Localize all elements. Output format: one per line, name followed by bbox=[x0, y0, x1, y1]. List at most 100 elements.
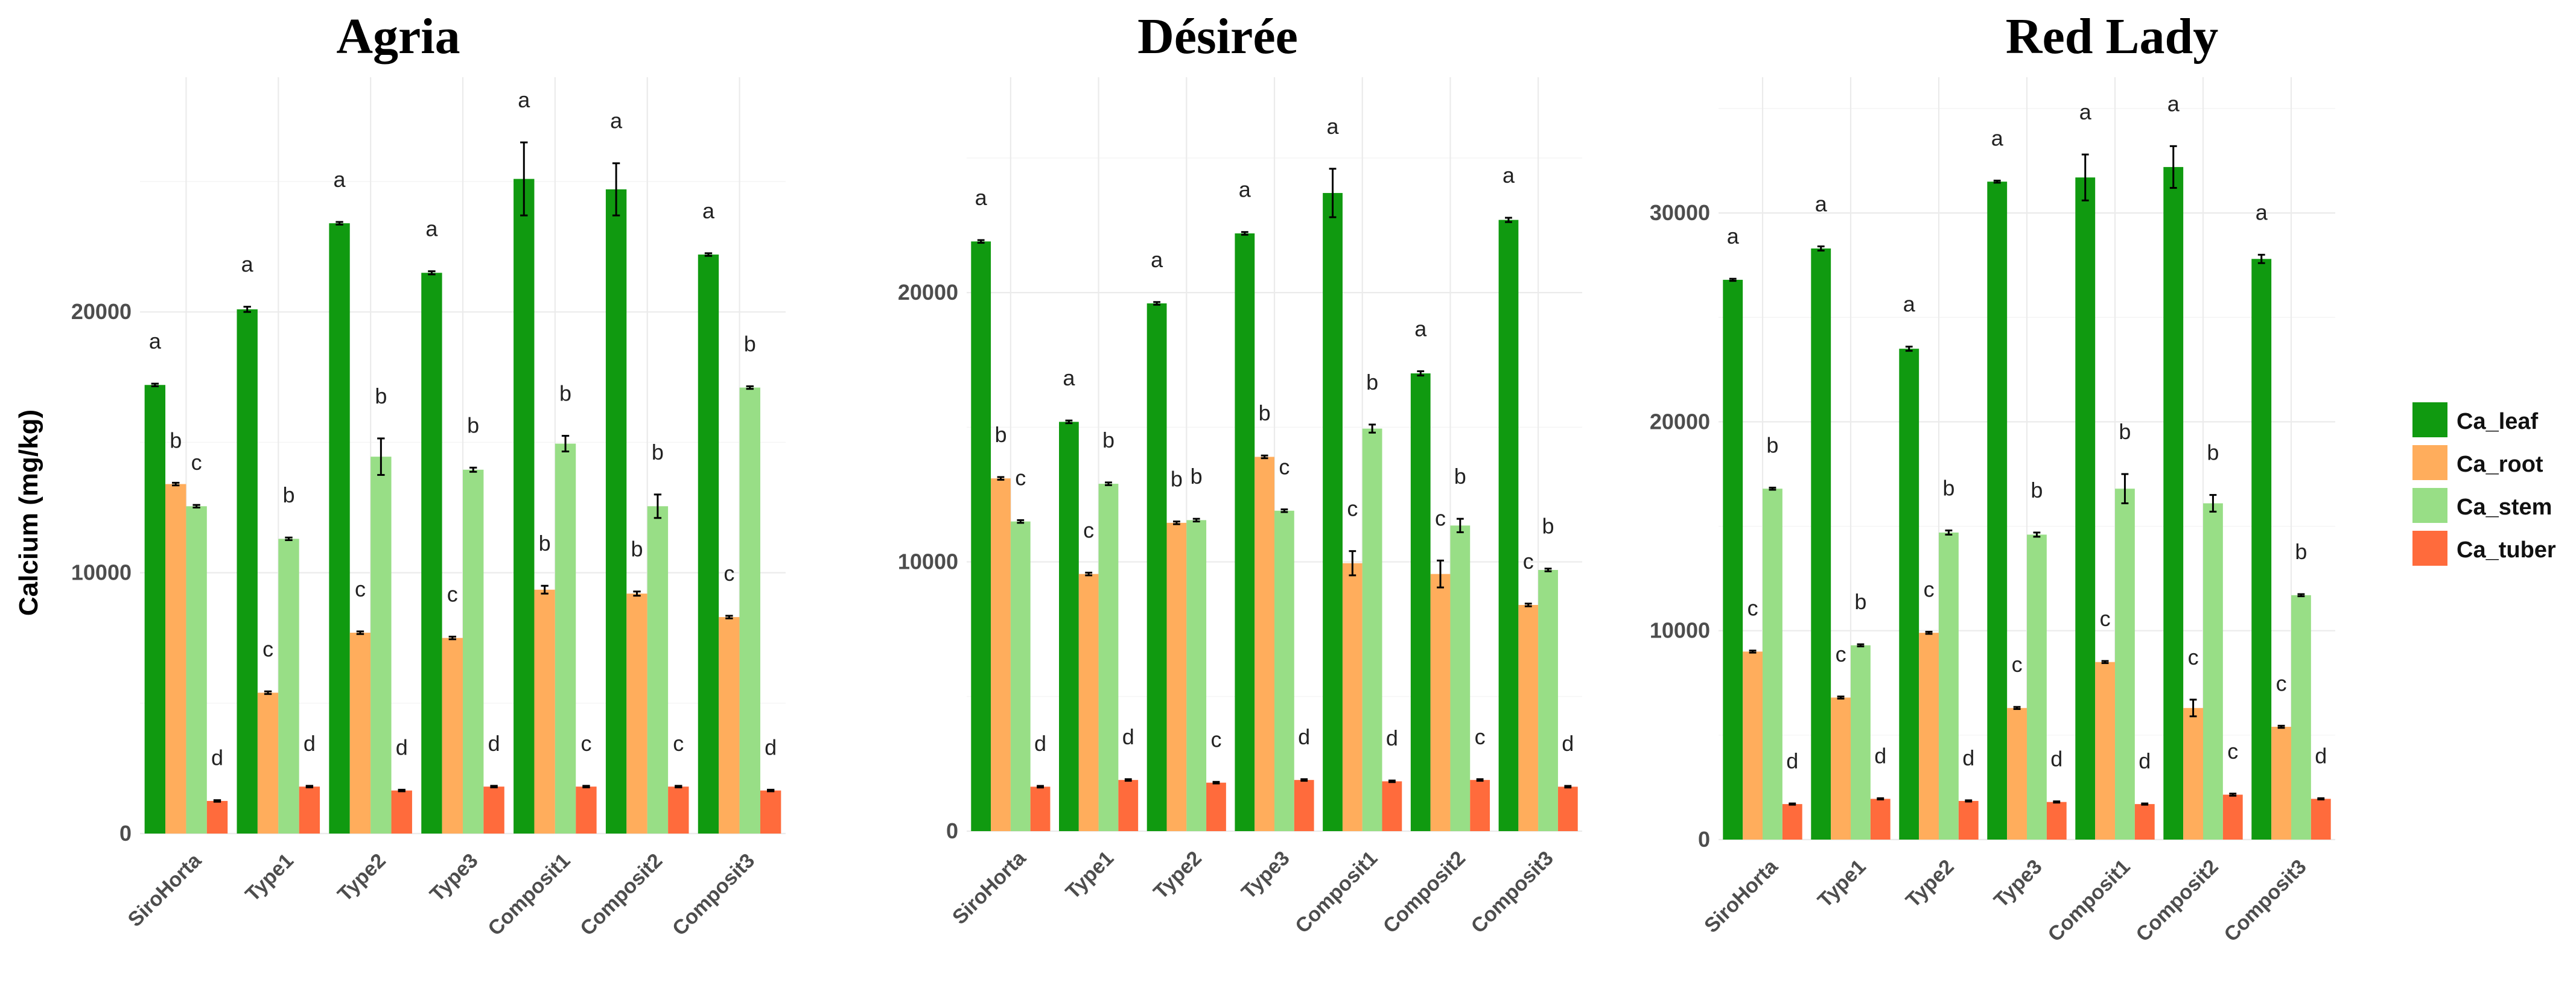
significance-label: b bbox=[1102, 428, 1115, 452]
bar bbox=[2203, 503, 2223, 840]
error-bar bbox=[1945, 529, 1953, 536]
significance-label: c bbox=[1836, 642, 1846, 666]
error-bar bbox=[612, 162, 620, 217]
error-bar bbox=[1261, 454, 1268, 460]
bar bbox=[1518, 605, 1539, 831]
y-tick-label: 0 bbox=[1698, 827, 1710, 852]
significance-label: b bbox=[1854, 589, 1866, 614]
error-bar bbox=[1564, 785, 1572, 789]
error-bar bbox=[377, 437, 385, 476]
bar bbox=[1294, 780, 1314, 831]
error-bar bbox=[2013, 706, 2021, 711]
significance-label: d bbox=[1562, 731, 1574, 756]
bar bbox=[421, 273, 442, 834]
significance-label: a bbox=[1239, 177, 1251, 202]
panel-title: Désirée bbox=[1137, 8, 1298, 65]
error-bar bbox=[1524, 603, 1532, 607]
error-bar bbox=[675, 785, 682, 788]
bar bbox=[2222, 794, 2243, 840]
significance-label: c bbox=[191, 450, 202, 475]
significance-label: a bbox=[241, 252, 254, 277]
bar bbox=[144, 385, 166, 834]
bar bbox=[1430, 574, 1451, 831]
significance-label: d bbox=[488, 731, 500, 756]
significance-label: c bbox=[1015, 465, 1026, 490]
bar bbox=[463, 469, 484, 834]
error-bar bbox=[398, 788, 405, 793]
significance-label: c bbox=[1748, 596, 1758, 621]
significance-label: d bbox=[396, 735, 408, 759]
significance-label: a bbox=[425, 217, 438, 241]
legend-label: Ca_root bbox=[2457, 452, 2543, 477]
error-bar bbox=[2141, 802, 2149, 806]
significance-label: b bbox=[1542, 514, 1554, 539]
legend-item-ca-stem: Ca_stem bbox=[2412, 488, 2552, 523]
bar bbox=[442, 638, 463, 834]
error-bar bbox=[2033, 531, 2041, 538]
significance-label: c bbox=[1083, 517, 1094, 542]
significance-label: c bbox=[1435, 505, 1446, 530]
series-ca-stem: b b b b b b b bbox=[1763, 419, 2311, 840]
bar bbox=[2291, 595, 2311, 840]
error-bar bbox=[1037, 785, 1044, 789]
significance-label: b bbox=[2207, 440, 2219, 465]
significance-label: a bbox=[149, 329, 162, 353]
error-bar bbox=[1476, 778, 1484, 782]
error-bar bbox=[1857, 643, 1865, 648]
error-bar bbox=[2277, 724, 2285, 729]
significance-label: d bbox=[1786, 749, 1798, 773]
bar bbox=[605, 189, 627, 834]
bar bbox=[1010, 521, 1031, 831]
significance-label: c bbox=[2100, 606, 2111, 631]
significance-label: a bbox=[1327, 114, 1340, 139]
bar bbox=[1118, 780, 1139, 831]
bar bbox=[2163, 166, 2184, 840]
bar bbox=[719, 617, 740, 834]
error-bar bbox=[2081, 153, 2089, 201]
panel-title: Agria bbox=[336, 8, 460, 65]
bar bbox=[1166, 522, 1187, 831]
error-bar bbox=[766, 788, 775, 793]
error-bar bbox=[1241, 231, 1248, 236]
legend-item-ca-root: Ca_root bbox=[2412, 445, 2543, 480]
bar bbox=[1538, 569, 1558, 831]
series-ca-leaf: a a a a a a a bbox=[971, 114, 1519, 832]
significance-label: c bbox=[1924, 577, 1935, 601]
error-bar bbox=[1300, 778, 1308, 782]
error-bar bbox=[1017, 519, 1025, 524]
y-tick-label: 10000 bbox=[71, 560, 132, 585]
significance-label: b bbox=[631, 537, 643, 562]
significance-label: a bbox=[1727, 224, 1740, 248]
significance-label: d bbox=[2139, 749, 2151, 773]
legend-item-ca-tuber: Ca_tuber bbox=[2412, 531, 2556, 566]
panel-title: Red Lady bbox=[2006, 8, 2218, 65]
error-bar bbox=[428, 270, 436, 276]
significance-label: b bbox=[1171, 467, 1183, 492]
error-bar bbox=[1993, 179, 2001, 184]
series-ca-root: c c c c c c c bbox=[1743, 577, 2291, 840]
y-tick-label: 20000 bbox=[1650, 409, 1710, 434]
significance-label: c bbox=[1347, 496, 1358, 521]
bar bbox=[647, 506, 669, 834]
error-bar bbox=[1124, 778, 1132, 782]
significance-label: a bbox=[1063, 366, 1075, 390]
series-ca-tuber: dd d d c c d bbox=[206, 731, 781, 834]
significance-label: a bbox=[610, 109, 623, 133]
error-bar bbox=[336, 221, 343, 226]
significance-label: c bbox=[1279, 455, 1290, 480]
y-tick-label: 10000 bbox=[1650, 618, 1710, 643]
bar bbox=[1342, 563, 1363, 831]
error-bar bbox=[1729, 277, 1737, 282]
legend-label: Ca_leaf bbox=[2457, 409, 2539, 434]
significance-label: a bbox=[1151, 247, 1163, 272]
significance-label: b bbox=[282, 483, 294, 507]
significance-label: b bbox=[467, 413, 479, 437]
significance-label: d bbox=[765, 735, 777, 759]
legend-swatch bbox=[2412, 445, 2447, 480]
significance-label: a bbox=[518, 87, 530, 112]
bar bbox=[1059, 422, 1079, 831]
